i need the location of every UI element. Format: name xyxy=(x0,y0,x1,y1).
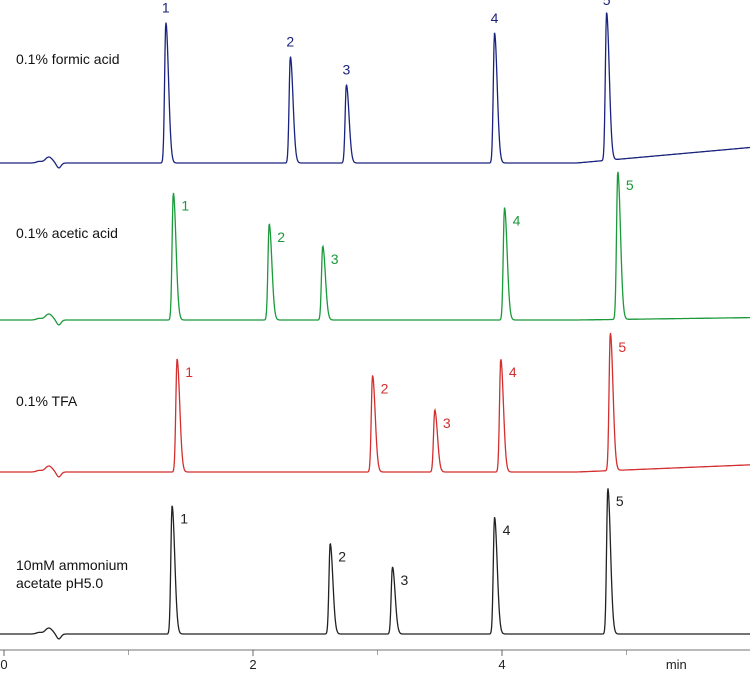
trace-4: 10mM ammonium acetate pH5.0 1 2 3 4 5 xyxy=(0,488,750,640)
peak-label-1: 1 xyxy=(162,0,170,15)
peak-label-5: 5 xyxy=(618,339,626,355)
peak-label-4: 4 xyxy=(513,213,521,229)
peak-label-3: 3 xyxy=(443,415,451,431)
trace-2: 0.1% acetic acid 1 2 3 4 5 xyxy=(0,171,750,326)
peak-label-5: 5 xyxy=(626,177,634,193)
x-axis: 0 2 4 min xyxy=(0,649,750,672)
series-label: 0.1% formic acid xyxy=(16,51,119,67)
peak-label-1: 1 xyxy=(185,364,193,380)
peak-label-4: 4 xyxy=(503,522,511,538)
peak-label-2: 2 xyxy=(277,229,285,245)
trace-3: 0.1% TFA 1 2 3 4 5 xyxy=(0,332,750,478)
peak-label-5: 5 xyxy=(616,493,624,509)
x-tick-label: 4 xyxy=(498,657,505,672)
peak-label-2: 2 xyxy=(338,549,346,565)
peak-label-4: 4 xyxy=(509,364,517,380)
x-axis-title: min xyxy=(666,657,687,672)
series-line xyxy=(0,171,750,326)
series-line xyxy=(0,12,750,169)
x-tick-label: 0 xyxy=(0,657,7,672)
chromatogram-traces: 0.1% formic acid 1 2 3 4 5 0.1% acetic acid 1 2 3… xyxy=(0,0,750,640)
x-tick-label: 2 xyxy=(249,657,256,672)
series-line xyxy=(0,332,750,478)
peak-label-3: 3 xyxy=(401,572,409,588)
peak-label-4: 4 xyxy=(491,10,499,26)
series-label: 0.1% acetic acid xyxy=(16,225,118,241)
peak-label-2: 2 xyxy=(286,33,294,49)
series-line xyxy=(0,488,750,640)
trace-1: 0.1% formic acid 1 2 3 4 5 xyxy=(0,0,750,169)
peak-label-3: 3 xyxy=(343,62,351,78)
peak-label-1: 1 xyxy=(181,198,189,214)
peak-label-3: 3 xyxy=(331,251,339,267)
peak-label-2: 2 xyxy=(381,380,389,396)
peak-label-1: 1 xyxy=(180,511,188,527)
series-label: 0.1% TFA xyxy=(16,393,78,409)
series-label: 10mM ammonium acetate pH5.0 xyxy=(16,557,128,591)
peak-label-5: 5 xyxy=(603,0,611,8)
